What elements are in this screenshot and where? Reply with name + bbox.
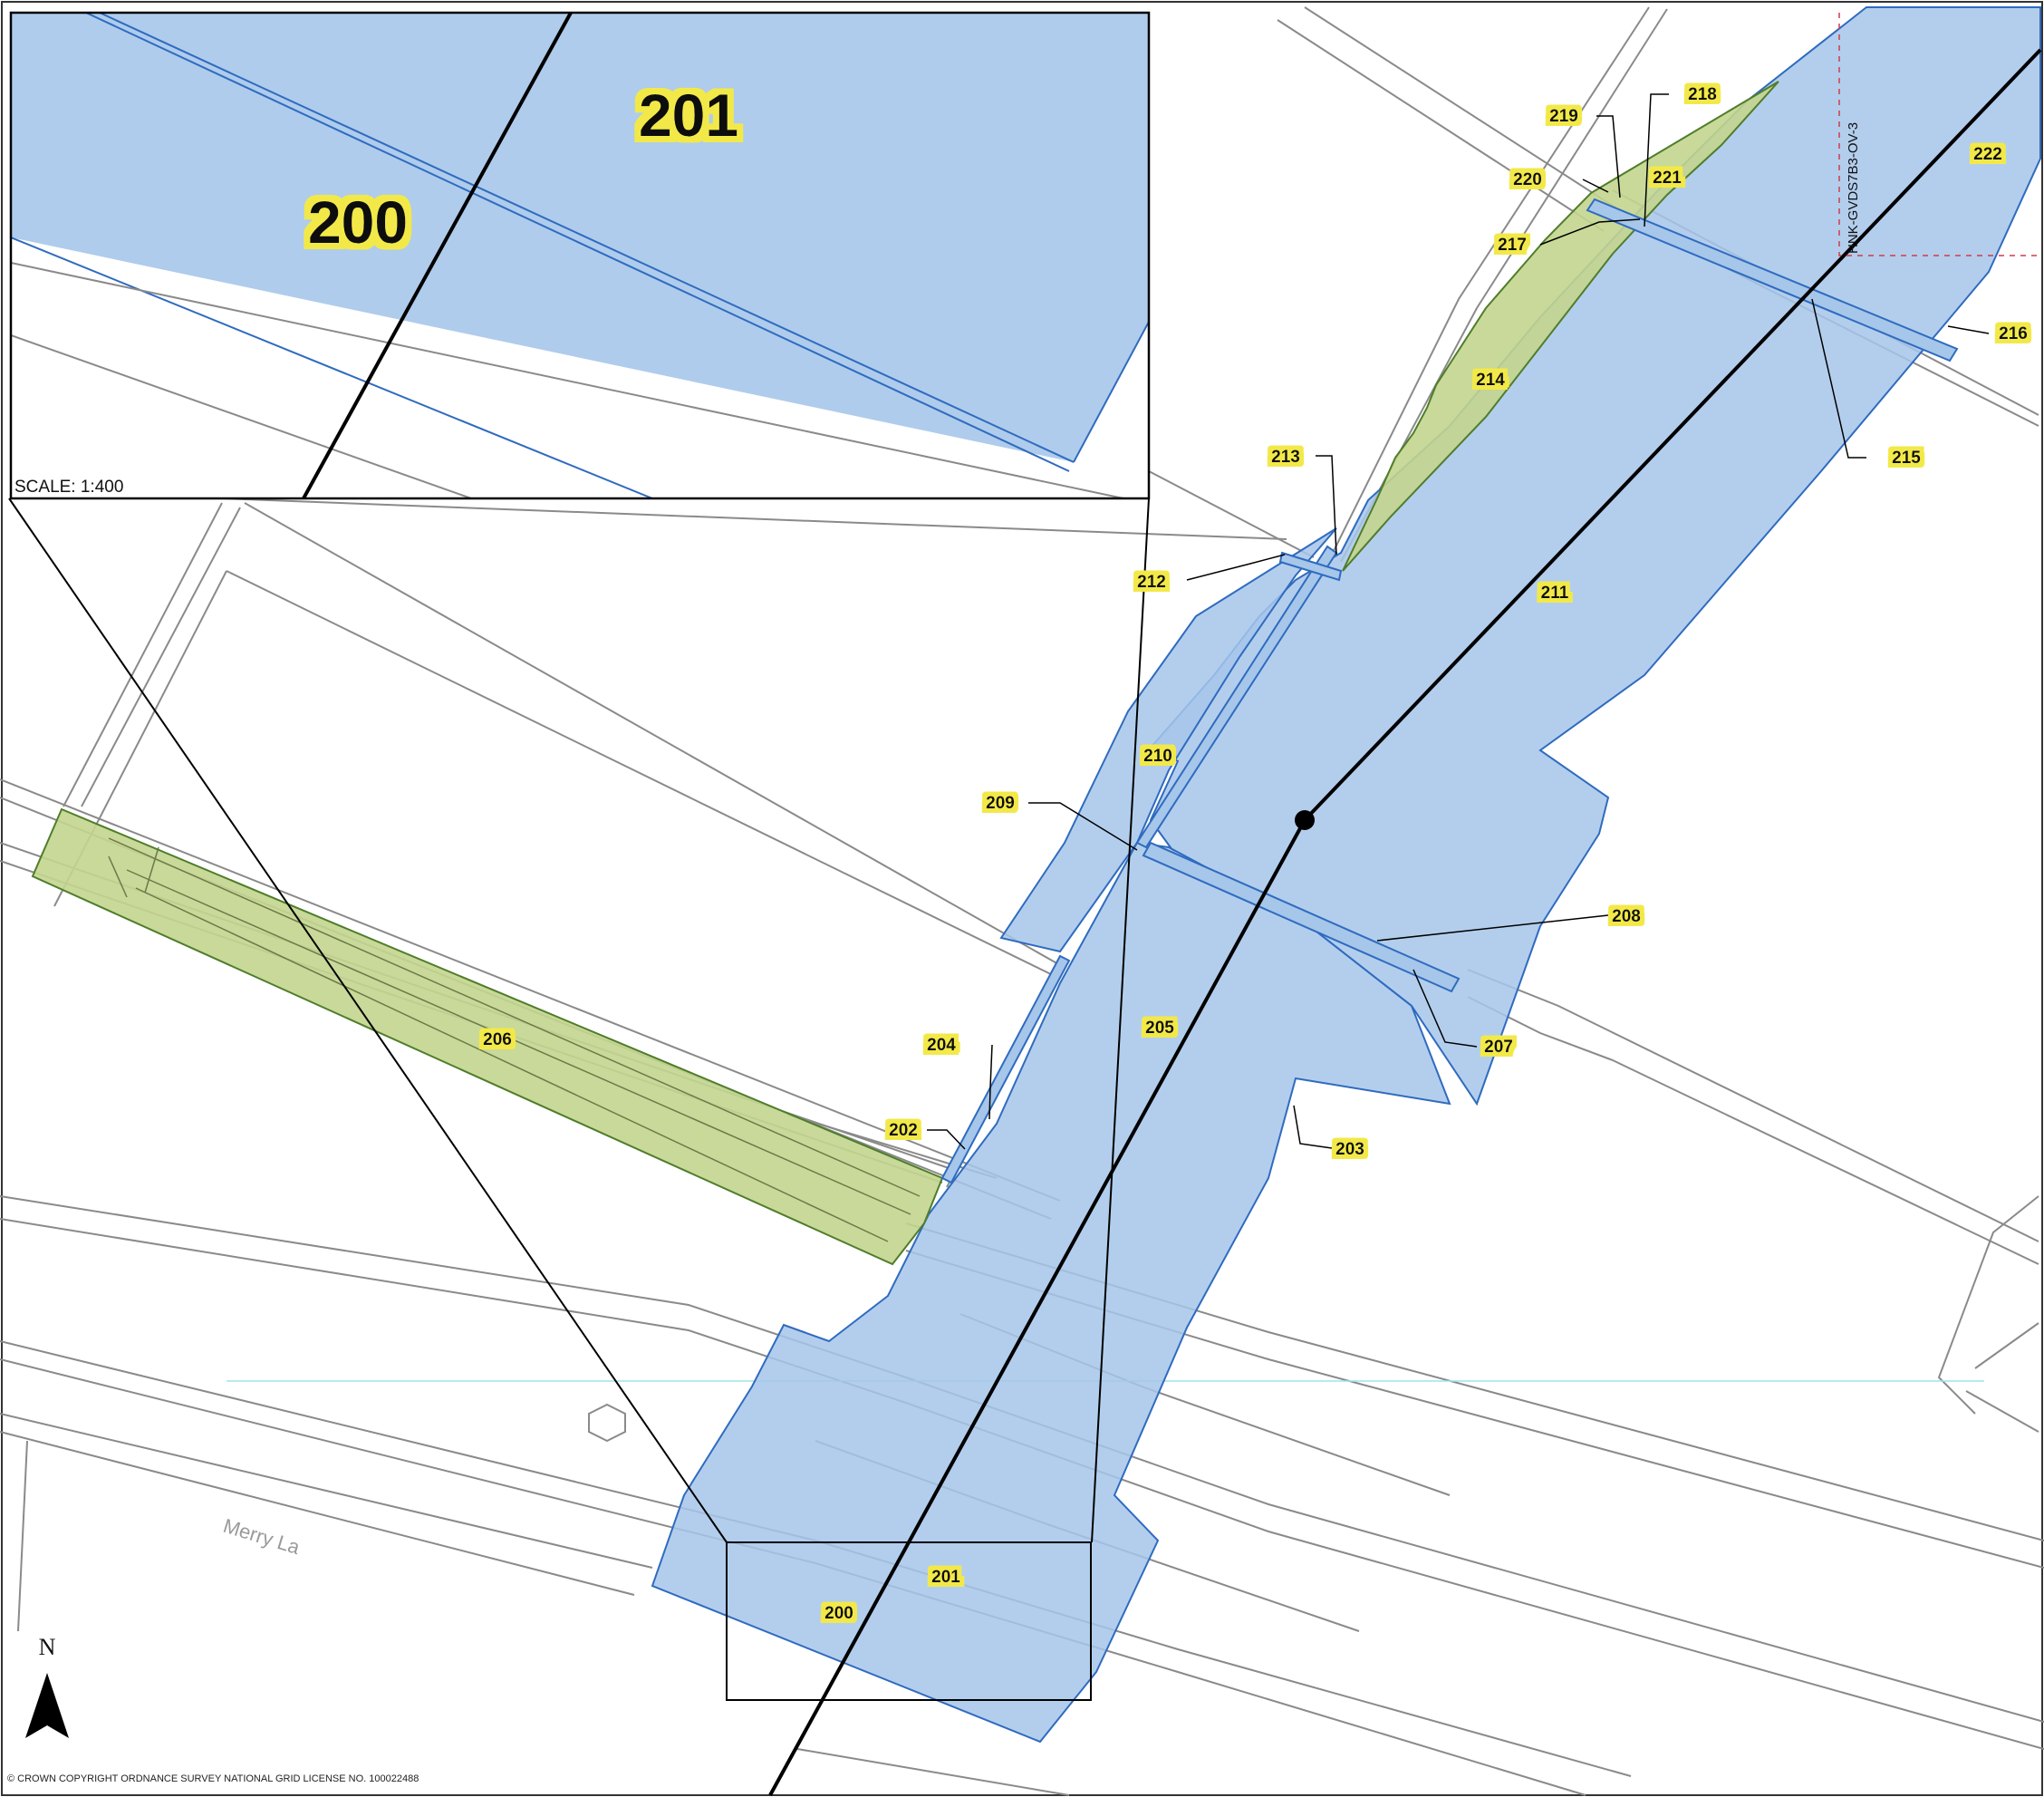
route-node (1295, 810, 1315, 830)
inset-map: 201 200 SCALE: 1:400 (9, 11, 1151, 500)
label-203: 203 (1335, 1140, 1364, 1159)
inset-frame (9, 11, 1151, 500)
scale-label: SCALE: 1:400 (14, 478, 123, 497)
inset-label-200: 200 (308, 188, 408, 256)
strip-209 (1135, 545, 1338, 849)
label-216: 216 (1999, 324, 2028, 343)
label-205: 205 (1145, 1019, 1174, 1038)
strip-212 (1278, 551, 1343, 582)
north-arrow: N (25, 1634, 69, 1738)
label-201: 201 (931, 1568, 960, 1587)
detail-box (726, 1541, 1092, 1701)
label-219: 219 (1549, 107, 1578, 126)
label-220: 220 (1513, 170, 1542, 189)
strip-204 (940, 954, 1071, 1184)
label-213: 213 (1271, 448, 1300, 467)
label-207: 207 (1484, 1038, 1513, 1057)
label-209: 209 (986, 794, 1015, 813)
narrow-strips (940, 198, 1959, 1184)
inset-label-201: 201 (639, 82, 738, 149)
north-arrow-icon (25, 1673, 69, 1738)
label-215: 215 (1892, 449, 1921, 468)
north-label: N (39, 1634, 56, 1660)
label-212: 212 (1137, 573, 1166, 592)
label-208: 208 (1612, 907, 1641, 926)
inset-connectors (8, 498, 1150, 1543)
parcel-205-area[interactable] (651, 841, 1451, 1744)
label-221: 221 (1653, 169, 1682, 188)
label-200: 200 (824, 1604, 853, 1623)
label-206: 206 (483, 1030, 512, 1049)
label-217: 217 (1498, 236, 1527, 255)
strip-216 (1586, 198, 1959, 362)
label-202: 202 (889, 1121, 918, 1140)
route (768, 48, 2042, 1796)
label-214: 214 (1476, 371, 1505, 390)
sheet-reference: HNK-GVDS7B3-OV-3 (1846, 122, 1861, 254)
label-218: 218 (1688, 85, 1717, 104)
strip-207-208 (1142, 841, 1461, 993)
label-211: 211 (1541, 584, 1569, 603)
parcel-206-inner-lines (108, 837, 921, 1242)
parcel-labels: 200 201 202 203 204 205 206 207 208 209 … (483, 85, 2028, 1623)
label-204: 204 (927, 1036, 956, 1055)
label-222: 222 (1973, 145, 2002, 164)
leader-lines (927, 93, 1990, 1150)
label-210: 210 (1143, 747, 1172, 766)
sheet-boundary: HNK-GVDS7B3-OV-3 (1838, 13, 2039, 256)
copyright-notice: © CROWN COPYRIGHT ORDNANCE SURVEY NATION… (7, 1773, 419, 1784)
parcel-210-area[interactable] (999, 527, 1337, 953)
parcel-206-area[interactable] (31, 807, 944, 1266)
